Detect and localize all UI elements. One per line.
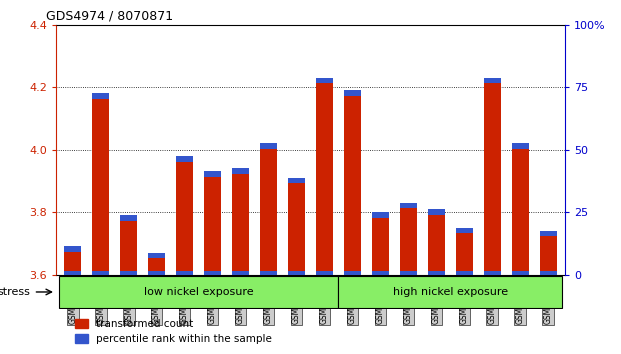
Bar <box>288 178 305 274</box>
Bar <box>260 143 277 274</box>
Bar <box>93 93 109 99</box>
Bar <box>456 228 473 274</box>
Bar <box>428 209 445 215</box>
Bar <box>65 271 81 274</box>
Bar <box>428 209 445 274</box>
Bar <box>456 271 473 274</box>
Bar <box>204 171 221 177</box>
Bar <box>316 78 333 274</box>
Bar <box>344 90 361 96</box>
Bar <box>338 276 562 308</box>
Bar <box>176 156 193 274</box>
Bar <box>484 271 501 274</box>
Bar <box>372 212 389 274</box>
Bar <box>344 90 361 274</box>
Bar <box>232 169 249 174</box>
Bar <box>484 78 501 84</box>
Bar <box>260 143 277 149</box>
Bar <box>400 271 417 274</box>
Bar <box>372 212 389 218</box>
Bar <box>93 271 109 274</box>
Bar <box>400 203 417 208</box>
Bar <box>148 271 165 274</box>
Bar <box>512 143 528 274</box>
Bar <box>260 271 277 274</box>
Bar <box>120 215 137 221</box>
Bar <box>148 253 165 258</box>
Bar <box>316 78 333 84</box>
Bar <box>176 156 193 161</box>
Bar <box>288 178 305 183</box>
Bar <box>344 271 361 274</box>
Bar <box>456 228 473 233</box>
Legend: transformed count, percentile rank within the sample: transformed count, percentile rank withi… <box>71 315 276 348</box>
Text: high nickel exposure: high nickel exposure <box>393 287 508 297</box>
Bar <box>400 203 417 274</box>
Bar <box>204 171 221 274</box>
Bar <box>540 231 556 236</box>
Bar <box>512 143 528 149</box>
Bar <box>148 253 165 274</box>
Bar <box>316 271 333 274</box>
Text: GDS4974 / 8070871: GDS4974 / 8070871 <box>46 9 173 22</box>
Bar <box>372 271 389 274</box>
Bar <box>93 93 109 274</box>
Bar <box>59 276 338 308</box>
Bar <box>540 271 556 274</box>
Bar <box>512 271 528 274</box>
Bar <box>120 271 137 274</box>
Bar <box>65 246 81 252</box>
Text: stress: stress <box>0 287 30 297</box>
Bar <box>232 169 249 274</box>
Bar <box>288 271 305 274</box>
Bar <box>428 271 445 274</box>
Bar <box>176 271 193 274</box>
Text: low nickel exposure: low nickel exposure <box>144 287 253 297</box>
Bar <box>65 246 81 274</box>
Bar <box>232 271 249 274</box>
Bar <box>540 231 556 274</box>
Bar <box>120 215 137 274</box>
Bar <box>484 78 501 274</box>
Bar <box>204 271 221 274</box>
